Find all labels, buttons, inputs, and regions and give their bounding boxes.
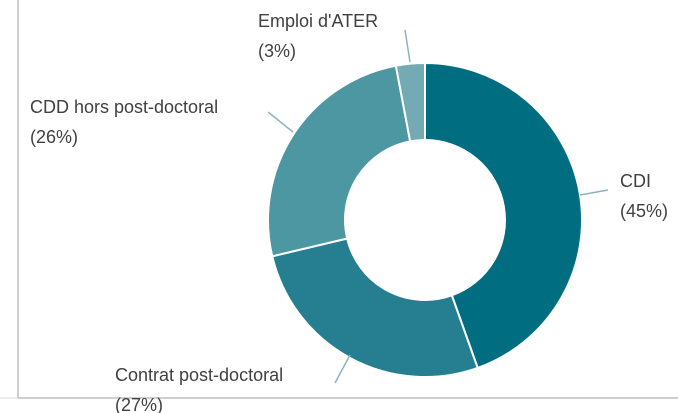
slice-label: CDI — [620, 171, 651, 191]
donut-slice — [267, 64, 412, 258]
slice-value-label: (3%) — [258, 41, 296, 61]
donut-slice — [271, 237, 479, 378]
slice-label: CDD hors post-doctoral — [30, 97, 218, 117]
slice-label: Emploi d'ATER — [258, 11, 378, 31]
donut-slice — [394, 61, 426, 143]
slice-value-label: (27%) — [115, 395, 163, 413]
slice-value-label: (45%) — [620, 201, 668, 221]
leader-line — [579, 189, 609, 196]
slice-label: Contrat post-doctoral — [115, 365, 283, 385]
leader-line — [404, 29, 411, 63]
slice-value-label: (26%) — [30, 127, 78, 147]
donut-slice — [424, 61, 583, 370]
leader-line — [334, 354, 351, 384]
leader-line — [267, 111, 294, 133]
